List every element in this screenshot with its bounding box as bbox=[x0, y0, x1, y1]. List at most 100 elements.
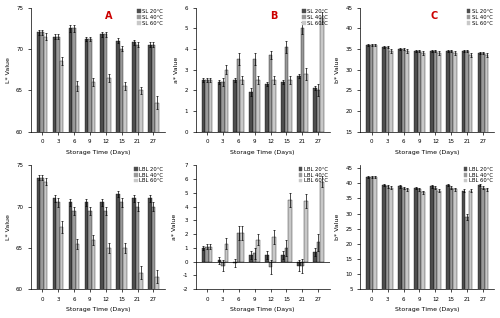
Bar bbox=[152, 45, 155, 318]
Bar bbox=[76, 86, 79, 318]
Bar bbox=[132, 198, 136, 318]
Legend: LBL 20°C, LBL 40°C, LBL 60°C: LBL 20°C, LBL 40°C, LBL 60°C bbox=[463, 166, 494, 184]
Bar bbox=[120, 202, 124, 318]
Bar bbox=[68, 28, 72, 318]
Bar bbox=[205, 246, 208, 262]
Bar bbox=[88, 211, 92, 318]
X-axis label: Storage Time (Days): Storage Time (Days) bbox=[230, 308, 295, 313]
Bar bbox=[366, 177, 370, 304]
Bar bbox=[100, 34, 104, 318]
Bar bbox=[202, 80, 205, 132]
Bar bbox=[240, 80, 244, 132]
Bar bbox=[72, 211, 76, 318]
Bar bbox=[418, 190, 421, 304]
Bar bbox=[60, 61, 64, 318]
Bar bbox=[92, 240, 95, 318]
Bar bbox=[84, 39, 88, 318]
Bar bbox=[37, 32, 40, 318]
Bar bbox=[450, 188, 453, 304]
Bar bbox=[224, 70, 228, 132]
Y-axis label: L* Value: L* Value bbox=[6, 57, 10, 83]
Bar bbox=[398, 186, 402, 304]
Bar bbox=[272, 237, 276, 262]
Bar bbox=[386, 186, 390, 304]
Bar bbox=[453, 190, 456, 304]
Bar bbox=[304, 201, 308, 262]
Bar bbox=[208, 246, 212, 262]
Bar bbox=[366, 45, 370, 194]
Bar bbox=[430, 51, 434, 194]
Legend: LBL 20°C, LBL 40°C, LBL 60°C: LBL 20°C, LBL 40°C, LBL 60°C bbox=[134, 166, 164, 184]
Text: A: A bbox=[105, 11, 112, 21]
Bar bbox=[269, 262, 272, 267]
Text: B: B bbox=[270, 11, 277, 21]
Y-axis label: b* Value: b* Value bbox=[335, 56, 340, 83]
Bar bbox=[92, 82, 95, 318]
Legend: SL 20°C, SL 40°C, SL 60°C: SL 20°C, SL 40°C, SL 60°C bbox=[302, 9, 328, 26]
Bar bbox=[60, 227, 64, 318]
Bar bbox=[88, 39, 92, 318]
Bar bbox=[297, 76, 300, 132]
Bar bbox=[374, 177, 377, 304]
Bar bbox=[56, 202, 60, 318]
Legend: SL 20°C, SL 40°C, SL 60°C: SL 20°C, SL 40°C, SL 60°C bbox=[466, 9, 493, 26]
Bar bbox=[148, 45, 152, 318]
Bar bbox=[124, 86, 127, 318]
Bar bbox=[316, 242, 320, 262]
Bar bbox=[84, 202, 88, 318]
Bar bbox=[218, 82, 221, 132]
Legend: SL 20°C, SL 40°C, SL 60°C: SL 20°C, SL 40°C, SL 60°C bbox=[136, 9, 164, 26]
Bar bbox=[155, 277, 158, 318]
Bar bbox=[253, 59, 256, 132]
Bar bbox=[320, 18, 324, 132]
Bar bbox=[284, 248, 288, 262]
Bar bbox=[44, 182, 48, 318]
Bar bbox=[406, 190, 409, 304]
Bar bbox=[462, 191, 466, 304]
Bar bbox=[434, 188, 437, 304]
Bar bbox=[288, 80, 292, 132]
Bar bbox=[390, 51, 393, 194]
Bar bbox=[284, 47, 288, 132]
Bar bbox=[437, 53, 440, 194]
Bar bbox=[466, 217, 469, 304]
Bar bbox=[234, 262, 237, 263]
X-axis label: Storage Time (Days): Storage Time (Days) bbox=[395, 150, 460, 155]
Bar bbox=[266, 255, 269, 262]
Bar bbox=[40, 177, 44, 318]
Bar bbox=[53, 198, 56, 318]
Bar bbox=[269, 55, 272, 132]
Bar bbox=[382, 185, 386, 304]
Bar bbox=[281, 255, 284, 262]
Bar bbox=[224, 244, 228, 262]
Bar bbox=[37, 177, 40, 318]
Bar bbox=[116, 194, 120, 318]
Bar bbox=[44, 37, 48, 318]
Bar bbox=[221, 262, 224, 266]
Bar bbox=[446, 185, 450, 304]
X-axis label: Storage Time (Days): Storage Time (Days) bbox=[395, 308, 460, 313]
Bar bbox=[288, 200, 292, 262]
Y-axis label: a* Value: a* Value bbox=[174, 57, 179, 83]
Y-axis label: b* Value: b* Value bbox=[335, 214, 340, 240]
Bar bbox=[108, 248, 111, 318]
Bar bbox=[316, 90, 320, 132]
Bar bbox=[148, 198, 152, 318]
Bar bbox=[421, 192, 424, 304]
Bar bbox=[434, 51, 437, 194]
Bar bbox=[266, 84, 269, 132]
Bar bbox=[469, 55, 472, 194]
Bar bbox=[202, 248, 205, 262]
Bar bbox=[482, 188, 485, 304]
Bar bbox=[390, 188, 393, 304]
X-axis label: Storage Time (Days): Storage Time (Days) bbox=[230, 150, 295, 155]
Bar bbox=[208, 80, 212, 132]
Bar bbox=[155, 103, 158, 318]
Bar bbox=[370, 177, 374, 304]
Bar bbox=[237, 59, 240, 132]
Bar bbox=[250, 255, 253, 262]
Bar bbox=[218, 260, 221, 262]
Bar bbox=[466, 51, 469, 194]
Bar bbox=[256, 240, 260, 262]
Bar bbox=[414, 188, 418, 304]
